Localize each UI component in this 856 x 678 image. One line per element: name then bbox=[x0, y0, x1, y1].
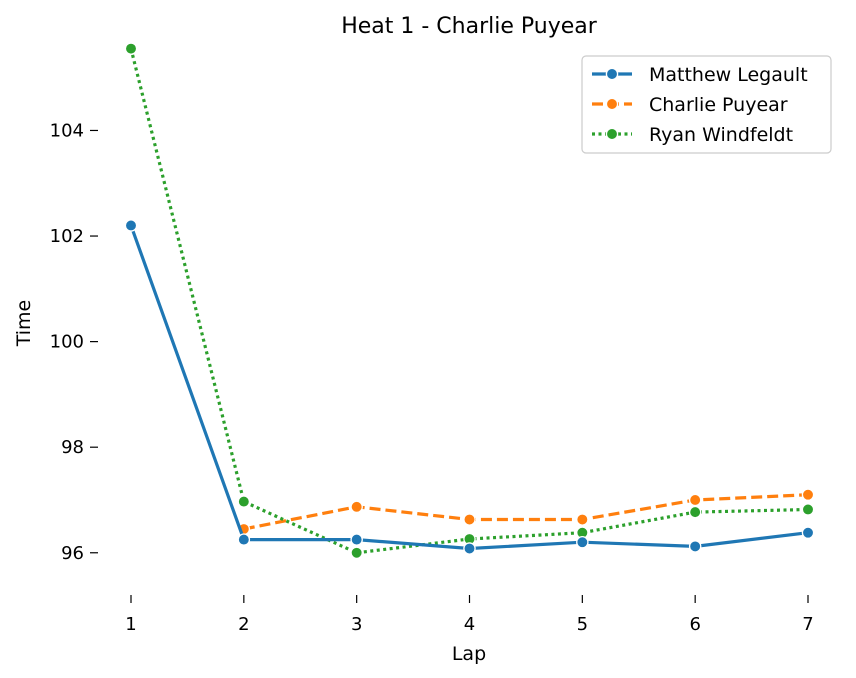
data-point bbox=[576, 513, 589, 526]
legend-label: Matthew Legault bbox=[649, 64, 808, 86]
legend-item: Matthew Legault bbox=[592, 64, 808, 86]
x-tick-label: 2 bbox=[238, 614, 249, 635]
y-axis: 96 98 100 102 104 bbox=[50, 120, 98, 564]
data-point bbox=[801, 503, 815, 516]
data-point bbox=[463, 542, 476, 555]
data-point bbox=[688, 540, 702, 553]
y-tick-label: 102 bbox=[50, 226, 84, 247]
x-tick-label: 6 bbox=[689, 614, 700, 635]
y-tick-label: 100 bbox=[50, 332, 84, 353]
series-line bbox=[243, 493, 809, 531]
y-axis-label: Time bbox=[13, 300, 35, 348]
data-point bbox=[801, 488, 815, 501]
y-tick-label: 98 bbox=[61, 437, 84, 458]
legend-marker bbox=[605, 97, 619, 111]
series-layer bbox=[124, 42, 815, 560]
x-axis-label: Lap bbox=[452, 643, 486, 665]
x-tick-label: 5 bbox=[577, 614, 588, 635]
series-matthew-legault bbox=[124, 219, 815, 555]
legend: Matthew Legault Charlie Puyear Ryan Windfe… bbox=[581, 55, 832, 154]
data-point bbox=[350, 546, 363, 560]
data-point bbox=[688, 505, 702, 519]
x-tick-label: 3 bbox=[351, 614, 362, 635]
legend-item: Charlie Puyear bbox=[592, 94, 788, 116]
legend-item: Ryan Windfeldt bbox=[592, 124, 793, 146]
x-tick-label: 7 bbox=[802, 614, 813, 635]
series-ryan-windfeldt bbox=[124, 42, 815, 560]
x-tick-label: 4 bbox=[464, 614, 475, 635]
data-point bbox=[463, 513, 476, 526]
data-point bbox=[688, 493, 702, 507]
legend-box bbox=[581, 55, 832, 154]
chart-title: Heat 1 - Charlie Puyear bbox=[341, 14, 598, 39]
data-point bbox=[350, 533, 363, 546]
y-tick-label: 104 bbox=[50, 120, 84, 141]
y-tick-label: 96 bbox=[61, 543, 84, 564]
data-point bbox=[801, 526, 815, 539]
legend-label: Charlie Puyear bbox=[649, 94, 788, 116]
data-point bbox=[124, 219, 138, 232]
legend-marker bbox=[605, 127, 619, 141]
data-point bbox=[576, 535, 589, 549]
data-point bbox=[124, 42, 138, 55]
data-point bbox=[350, 500, 363, 514]
x-tick-label: 1 bbox=[125, 614, 136, 635]
legend-marker bbox=[605, 67, 619, 81]
data-point bbox=[237, 533, 251, 546]
x-axis: 1 2 3 4 5 6 7 bbox=[125, 595, 814, 635]
legend-label: Ryan Windfeldt bbox=[649, 124, 793, 146]
data-point bbox=[237, 495, 251, 508]
